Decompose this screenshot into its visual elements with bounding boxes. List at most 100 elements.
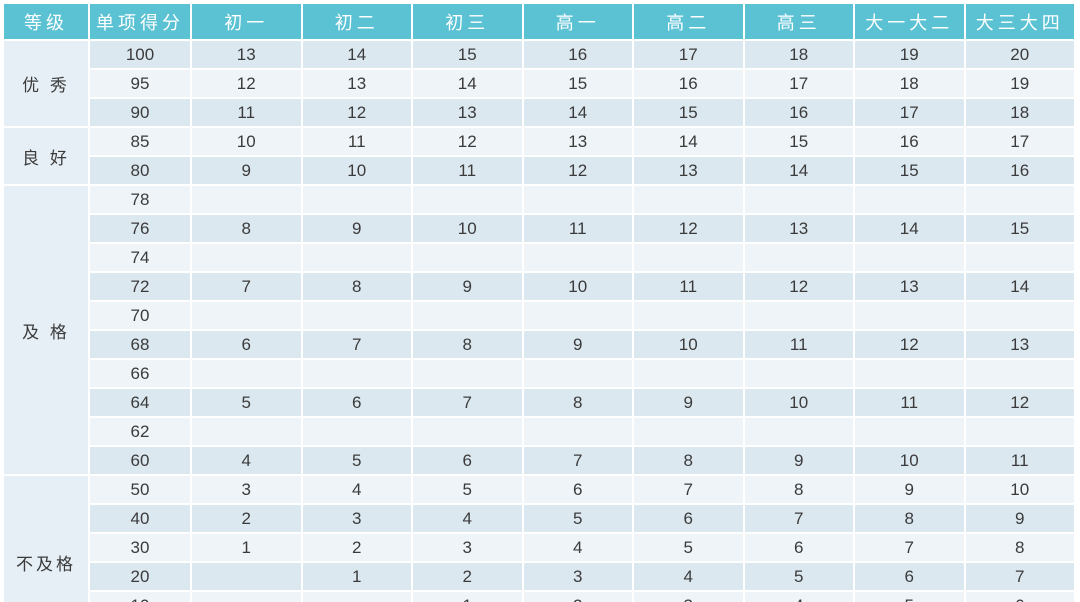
value-cell: 12 [744,273,853,300]
value-cell [965,244,1074,271]
value-cell: 10 [413,215,522,242]
score-cell: 80 [90,157,190,184]
score-cell: 72 [90,273,190,300]
value-cell: 8 [192,215,301,242]
level-cell: 良 好 [4,128,88,184]
value-cell: 6 [302,389,411,416]
score-cell: 50 [90,476,190,503]
table-row: 72 7 8 9 10 11 12 13 14 [4,273,1074,300]
value-cell: 15 [965,215,1074,242]
value-cell: 9 [302,215,411,242]
value-cell: 9 [744,447,853,474]
level-cell: 不及格 [4,476,88,602]
value-cell: 15 [855,157,964,184]
value-cell: 1 [413,592,522,602]
value-cell: 10 [855,447,964,474]
value-cell [413,244,522,271]
value-cell [192,244,301,271]
value-cell: 11 [413,157,522,184]
value-cell: 7 [634,476,743,503]
value-cell: 16 [855,128,964,155]
value-cell: 9 [634,389,743,416]
value-cell [523,418,632,445]
value-cell: 10 [965,476,1074,503]
value-cell: 10 [744,389,853,416]
value-cell: 3 [523,563,632,590]
value-cell: 11 [855,389,964,416]
value-cell: 2 [302,534,411,561]
value-cell: 11 [192,99,301,126]
value-cell: 14 [302,41,411,68]
value-cell [192,360,301,387]
value-cell: 9 [413,273,522,300]
value-cell: 8 [523,389,632,416]
value-cell: 13 [523,128,632,155]
value-cell [302,244,411,271]
value-cell [965,360,1074,387]
header-cell-5: 高一 [523,4,632,39]
value-cell [302,418,411,445]
value-cell: 9 [523,331,632,358]
value-cell [744,186,853,213]
value-cell [413,418,522,445]
table-row: 良 好 85 10 11 12 13 14 15 16 17 [4,128,1074,184]
table-row: 及 格 78 [4,186,1074,474]
value-cell: 6 [744,534,853,561]
value-cell [302,592,411,602]
value-cell: 14 [965,273,1074,300]
value-cell: 17 [744,70,853,97]
value-cell: 6 [413,447,522,474]
value-cell [634,418,743,445]
value-cell: 8 [413,331,522,358]
value-cell: 1 [192,534,301,561]
value-cell: 6 [634,505,743,532]
value-cell [192,592,301,602]
value-cell: 4 [523,534,632,561]
value-cell: 8 [634,447,743,474]
level-cell: 优 秀 [4,41,88,126]
value-cell: 12 [192,70,301,97]
value-cell: 5 [855,592,964,602]
value-cell [965,418,1074,445]
value-cell: 9 [192,157,301,184]
value-cell: 17 [855,99,964,126]
value-cell [302,302,411,329]
value-cell [523,244,632,271]
value-cell: 3 [634,592,743,602]
value-cell [855,244,964,271]
header-row: 等级 单项得分 初一 初二 初三 高一 高二 高三 大一大二 大三大四 [4,4,1074,39]
value-cell: 12 [634,215,743,242]
value-cell: 7 [192,273,301,300]
score-cell: 100 [90,41,190,68]
value-cell [744,360,853,387]
value-cell: 14 [634,128,743,155]
value-cell: 13 [744,215,853,242]
value-cell: 16 [523,41,632,68]
score-cell: 60 [90,447,190,474]
value-cell: 14 [413,70,522,97]
value-cell: 13 [413,99,522,126]
table-row: 68 6 7 8 9 10 11 12 13 [4,331,1074,358]
value-cell: 15 [523,70,632,97]
value-cell: 5 [302,447,411,474]
value-cell: 12 [965,389,1074,416]
value-cell [965,186,1074,213]
value-cell: 20 [965,41,1074,68]
value-cell: 15 [413,41,522,68]
value-cell: 19 [855,41,964,68]
value-cell: 6 [192,331,301,358]
value-cell: 15 [634,99,743,126]
score-cell: 64 [90,389,190,416]
value-cell: 18 [855,70,964,97]
value-cell [634,186,743,213]
value-cell: 16 [634,70,743,97]
value-cell: 18 [965,99,1074,126]
score-cell: 70 [90,302,190,329]
header-cell-2: 初一 [192,4,301,39]
value-cell: 1 [302,563,411,590]
value-cell: 13 [302,70,411,97]
value-cell [523,302,632,329]
value-cell [302,186,411,213]
